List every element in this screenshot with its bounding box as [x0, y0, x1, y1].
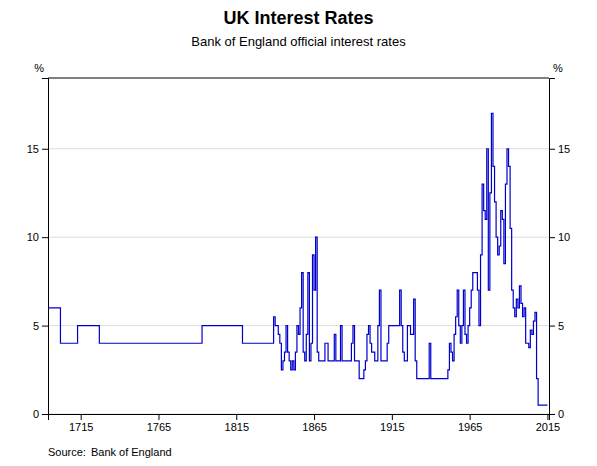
tick: 10 [27, 231, 48, 243]
tick-mark [42, 237, 48, 238]
tick-mark [158, 414, 159, 420]
grid [48, 149, 549, 414]
tick-label: 10 [558, 231, 570, 243]
y2-axis: 0 5 10 15 [549, 79, 570, 421]
tick-mark [42, 149, 48, 150]
tick-label: 5 [33, 320, 39, 332]
tick: 15 [27, 143, 48, 155]
tick-mark [549, 326, 555, 327]
grid-line [48, 237, 549, 238]
annotation: Bank of England [91, 446, 172, 458]
tick-label: 2015 [536, 421, 560, 433]
grid-line [48, 148, 549, 149]
tick-mark [392, 414, 393, 420]
annotation: Source: [48, 446, 86, 458]
tick-label: 0 [558, 408, 564, 420]
y-axis-label: % [34, 62, 44, 74]
tick-mark [549, 149, 555, 150]
tick-mark [81, 414, 82, 420]
axis-line [42, 79, 49, 415]
tick: 15 [549, 143, 570, 155]
tick-label: 1915 [380, 421, 404, 433]
chart: 1715176518151865191519652015051015051015… [0, 0, 597, 466]
tick-mark [549, 414, 555, 415]
tick: 5 [549, 320, 564, 332]
x-axis: 1715 1765 1815 1865 1915 1965 2015 [49, 414, 561, 433]
frame-line [48, 78, 549, 79]
tick-label: 1815 [225, 421, 249, 433]
tick: 1965 [458, 414, 482, 433]
y-axis: 0 5 10 15 [27, 79, 49, 421]
tick: 0 [549, 408, 564, 420]
rate-line [48, 113, 547, 405]
tick: 5 [33, 320, 48, 332]
tick: 1915 [380, 414, 404, 433]
tick: 0 [33, 408, 48, 420]
tick-label: 1865 [302, 421, 326, 433]
tick-label: 15 [558, 143, 570, 155]
chart-container: 1715176518151865191519652015051015051015… [0, 0, 597, 466]
tick-label: 1765 [147, 421, 171, 433]
tick: 1815 [225, 414, 249, 433]
series-group [48, 113, 547, 405]
tick: 1865 [302, 414, 326, 433]
axis-line [550, 79, 556, 415]
tick: 1715 [69, 414, 93, 433]
tick-mark [236, 414, 237, 420]
tick: 1765 [147, 414, 171, 433]
tick-mark [42, 326, 48, 327]
subtitle: Bank of England official interest rates [191, 34, 406, 49]
plot-area: 1715176518151865191519652015051015051015 [27, 78, 571, 433]
title: UK Interest Rates [223, 8, 373, 28]
tick-label: 15 [27, 143, 39, 155]
tick-mark [42, 414, 48, 415]
tick-mark [549, 237, 555, 238]
tick: 10 [549, 231, 570, 243]
tick-label: 0 [33, 408, 39, 420]
tick-label: 5 [558, 320, 564, 332]
axis-line [49, 415, 550, 421]
y2-axis-label: % [553, 62, 563, 74]
tick-label: 1965 [458, 421, 482, 433]
tick-mark [470, 414, 471, 420]
tick-label: 1715 [69, 421, 93, 433]
tick-mark [547, 414, 548, 420]
tick-mark [314, 414, 315, 420]
tick: 2015 [536, 414, 560, 433]
tick-label: 10 [27, 231, 39, 243]
